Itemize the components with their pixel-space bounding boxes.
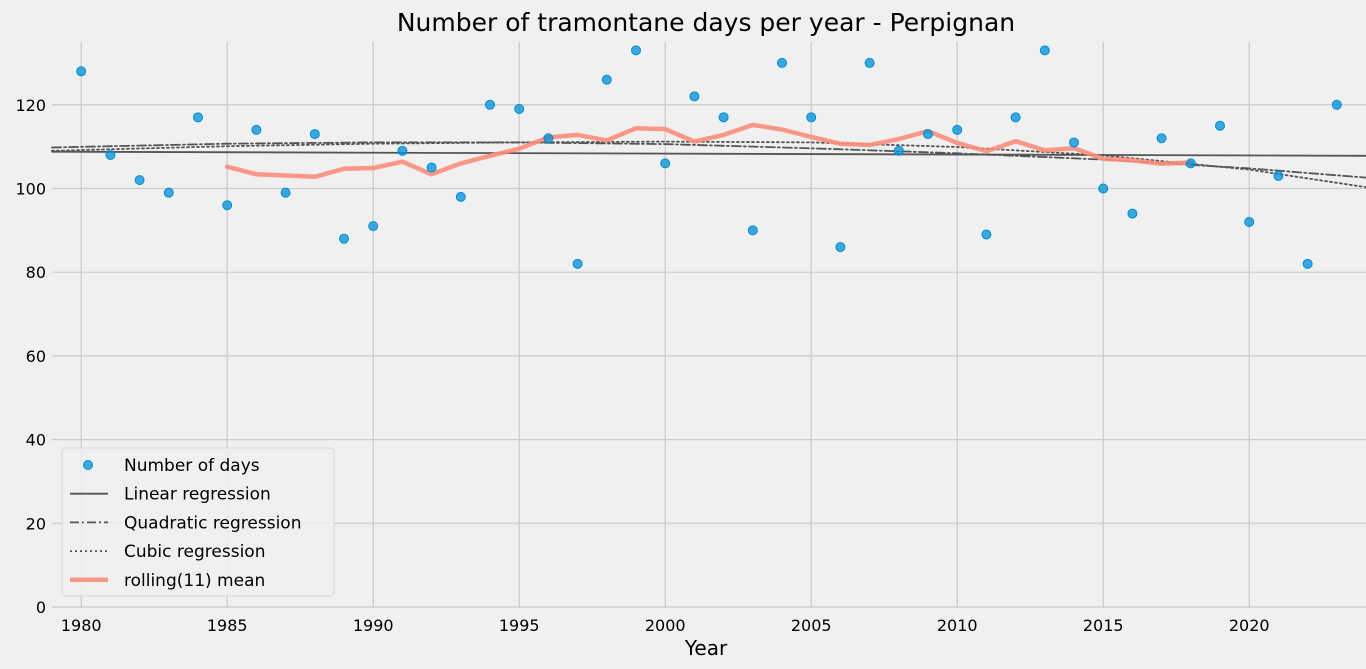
data-point: [981, 229, 992, 240]
data-point: [1156, 133, 1167, 144]
data-point: [251, 124, 262, 135]
data-point: [893, 145, 904, 156]
data-point: [1302, 258, 1313, 269]
y-tick-label: 40: [26, 431, 46, 450]
data-point: [105, 150, 116, 160]
y-tick-label: 60: [26, 347, 46, 366]
data-point: [660, 158, 671, 169]
data-point: [1098, 183, 1109, 194]
data-point: [368, 221, 379, 232]
data-point: [1331, 99, 1342, 110]
data-point: [309, 129, 320, 140]
data-point: [193, 112, 203, 123]
legend-label-linear-regression: Linear regression: [124, 485, 271, 505]
data-point: [1244, 216, 1255, 227]
data-point: [76, 66, 87, 77]
series-rolling-11-mean: [224, 122, 1194, 180]
data-point: [747, 225, 758, 236]
y-tick-label: 120: [15, 96, 46, 115]
x-axis-label: Year: [684, 636, 728, 660]
x-tick-label: 2010: [937, 616, 978, 635]
data-point: [923, 129, 933, 140]
data-point: [1215, 120, 1225, 131]
y-tick-label: 20: [26, 514, 46, 533]
data-point: [689, 91, 700, 102]
data-point: [1185, 158, 1196, 169]
x-tick-label: 1995: [499, 616, 540, 635]
data-point: [572, 258, 583, 269]
gridlines: [52, 42, 1366, 608]
data-point: [601, 74, 612, 85]
y-tick-label: 80: [26, 263, 46, 282]
data-point: [397, 145, 408, 156]
data-point: [543, 133, 554, 144]
data-point: [631, 45, 641, 56]
data-point: [134, 175, 145, 186]
chart-title: Number of tramontane days per year - Per…: [397, 8, 1015, 37]
legend-marker-number-of-days: [83, 460, 93, 470]
data-point: [777, 57, 787, 68]
legend-label-rolling-11-mean: rolling(11) mean: [124, 571, 265, 591]
legend-label-number-of-days: Number of days: [124, 456, 260, 476]
series-layer: [51, 45, 1366, 269]
legend-label-cubic-regression: Cubic regression: [124, 542, 265, 562]
data-point: [339, 233, 349, 244]
legend-box: [61, 447, 335, 597]
x-tick-label: 2020: [1229, 616, 1270, 635]
data-point: [806, 112, 817, 123]
data-point: [1273, 170, 1284, 181]
data-point: [163, 187, 174, 198]
data-point: [426, 162, 437, 173]
series-linear-regression: [51, 150, 1366, 157]
data-point: [864, 57, 875, 68]
y-tick-label: 0: [36, 598, 46, 617]
data-point: [1039, 45, 1050, 56]
legend: Number of days Linear regression Quadratic…: [61, 447, 335, 597]
series-number-of-days: [76, 45, 1342, 269]
legend-label-quadratic-regression: Quadratic regression: [124, 513, 301, 533]
data-point: [222, 200, 233, 211]
data-point: [1069, 137, 1079, 148]
data-point: [514, 103, 525, 114]
x-tick-label: 1990: [353, 616, 394, 635]
tick-labels: 1980 1985 1990 1995 2000 2005 2010 2015 2020 0 20 4…: [15, 96, 1269, 635]
data-point: [1127, 208, 1138, 219]
data-point: [455, 191, 466, 202]
data-point: [280, 187, 291, 198]
x-tick-label: 2005: [791, 616, 832, 635]
x-tick-label: 2000: [645, 616, 686, 635]
data-point: [1010, 112, 1021, 123]
data-point: [952, 124, 963, 135]
x-tick-label: 1980: [61, 616, 102, 635]
data-point: [718, 112, 729, 123]
x-tick-label: 1985: [207, 616, 248, 635]
data-point: [485, 99, 495, 110]
data-point: [835, 242, 846, 253]
y-tick-label: 100: [15, 179, 46, 198]
x-tick-label: 2015: [1083, 616, 1124, 635]
